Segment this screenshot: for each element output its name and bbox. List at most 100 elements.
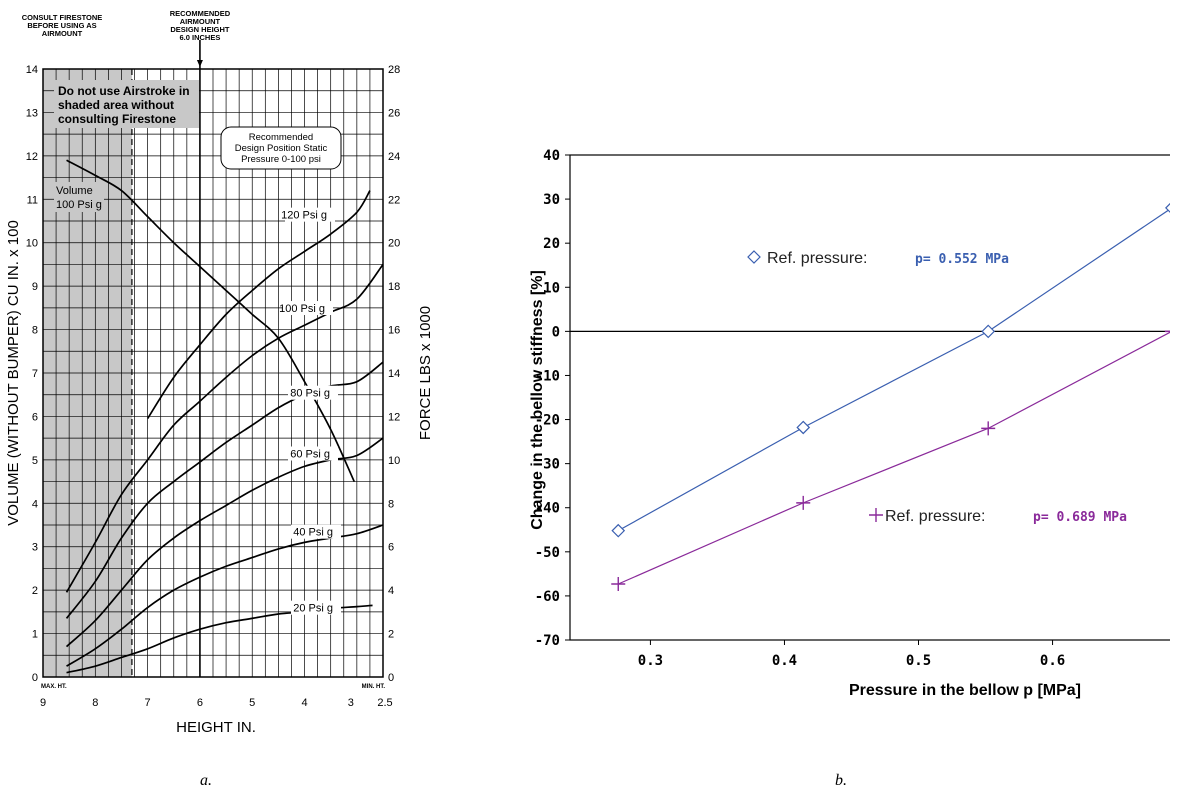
y-tick-left: 0 <box>32 672 38 684</box>
data-point-diamond <box>611 523 626 538</box>
recommended-line: Pressure 0-100 psi <box>241 154 321 165</box>
chart-b: 40 30 20 10 0 -10 -20 -30 -40 -50 -60 -70 0.3 0.4 0.5 0… <box>529 148 1170 699</box>
header-center-line: AIRMOUNT <box>180 17 221 26</box>
legend-marker-diamond <box>747 250 761 264</box>
y-tick-left: 1 <box>32 629 38 641</box>
y-tick-left: 5 <box>32 455 38 467</box>
x-tick-label: 0.3 <box>638 653 663 669</box>
y-tick-label: -40 <box>535 501 560 517</box>
shaded-note-line: Do not use Airstroke in <box>58 84 190 98</box>
series-label: 60 Psi g <box>290 449 330 461</box>
y-tick-left: 6 <box>32 411 38 423</box>
x-axis-label: HEIGHT IN. <box>176 719 256 736</box>
header-center-line: RECOMMENDED <box>170 9 231 18</box>
data-point-plus <box>796 495 811 510</box>
plot-frame <box>569 154 1170 641</box>
volume-label-line: Volume <box>56 185 93 197</box>
y-tick-left: 11 <box>27 194 38 206</box>
y-tick-label: -20 <box>535 413 560 429</box>
y-tick-right: 6 <box>388 542 394 554</box>
series-label-bg <box>288 385 338 400</box>
y-tick-label: -50 <box>535 545 560 561</box>
y-axis-label-right: FORCE LBS x 1000 <box>417 306 434 440</box>
design-height-arrow <box>196 60 203 67</box>
y-tick-label: 10 <box>543 280 560 296</box>
recommended-box <box>220 126 342 170</box>
header-center-line: 6.0 INCHES <box>179 33 220 42</box>
series-label-bg <box>285 207 335 222</box>
x-tick: 8 <box>92 697 98 709</box>
data-point-diamond <box>981 324 996 339</box>
recommended-line: Design Position Static <box>235 143 328 154</box>
y-tick-left: 12 <box>26 151 38 163</box>
series-line <box>146 190 371 420</box>
y-tick-left: 9 <box>32 281 38 293</box>
series-label-bg <box>291 524 341 539</box>
volume-curve <box>66 159 356 482</box>
series-label: 40 Psi g <box>293 527 333 539</box>
legend-value-2: p= 0.689 MPa <box>1033 510 1127 525</box>
y-tick-right: 22 <box>388 194 400 206</box>
x-tick-label: 0.5 <box>906 653 931 669</box>
header-center-line: DESIGN HEIGHT <box>170 25 230 34</box>
series-label-bg <box>283 301 333 316</box>
caption-b: b. <box>835 772 847 789</box>
y-tick-left: 13 <box>26 107 38 119</box>
data-point-plus <box>1164 330 1170 333</box>
x-tick: 5 <box>249 697 255 709</box>
y-tick-left: 7 <box>32 368 38 380</box>
x-tick: 6 <box>197 697 203 709</box>
y-tick-right: 8 <box>388 498 394 510</box>
y-tick-label: 20 <box>543 236 560 252</box>
series-label: 120 Psi g <box>281 210 327 222</box>
y-tick-right: 18 <box>388 281 400 293</box>
legend-prefix-2: Ref. pressure: <box>885 508 985 525</box>
caption-a: a. <box>200 772 212 789</box>
y-tick-label: 0 <box>552 324 560 340</box>
y-tick-label: -10 <box>535 368 560 384</box>
series-line <box>617 208 1170 532</box>
y-tick-label: 40 <box>543 148 560 164</box>
legend-marker-plus <box>869 508 883 522</box>
y-tick-left: 2 <box>32 585 38 597</box>
data-point-diamond <box>796 420 811 435</box>
y-tick-right: 16 <box>388 325 400 337</box>
y-tick-right: 24 <box>388 151 400 163</box>
x-tick-label: 0.6 <box>1040 653 1065 669</box>
y-tick-right: 12 <box>388 411 400 423</box>
series-label-bg <box>288 446 338 461</box>
data-point-plus <box>611 577 626 592</box>
y-tick-left: 4 <box>32 498 38 510</box>
y-tick-left: 14 <box>26 64 38 76</box>
series-line <box>618 331 1170 585</box>
series-label: 20 Psi g <box>293 603 333 615</box>
x-tick: 2.5 <box>377 697 392 709</box>
x-subtick-max: MAX. HT. <box>41 684 67 690</box>
x-subtick-min: MIN. HT. <box>362 684 386 690</box>
y-tick-right: 10 <box>388 455 400 467</box>
x-axis-label: Pressure in the bellow p [MPa] <box>849 682 1081 699</box>
shaded-note-line: consulting Firestone <box>58 112 176 126</box>
header-left-line: BEFORE USING AS <box>27 21 96 30</box>
recommended-line: Recommended <box>249 132 313 143</box>
y-tick-right: 26 <box>388 107 400 119</box>
y-tick-label: -30 <box>535 457 560 473</box>
y-tick-right: 0 <box>388 672 394 684</box>
x-tick: 3 <box>348 697 354 709</box>
y-tick-right: 4 <box>388 585 394 597</box>
header-left-line: AIRMOUNT <box>42 29 83 38</box>
shaded-note-bg <box>54 80 199 128</box>
y-tick-label: -70 <box>535 633 560 649</box>
series-label: 100 Psi g <box>279 303 325 315</box>
plot-frame <box>42 68 384 678</box>
y-tick-left: 3 <box>32 542 38 554</box>
y-tick-right: 20 <box>388 238 400 250</box>
series-label: 80 Psi g <box>290 388 330 400</box>
y-tick-left: 10 <box>26 238 38 250</box>
shaded-note-line: shaded area without <box>58 98 174 112</box>
y-tick-right: 14 <box>388 368 400 380</box>
legend-prefix-1: Ref. pressure: <box>767 250 867 267</box>
x-tick: 7 <box>145 697 151 709</box>
